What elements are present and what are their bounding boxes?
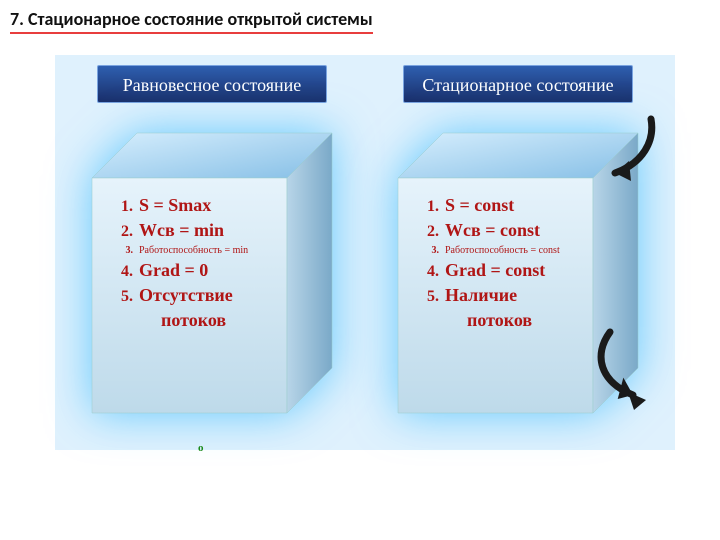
items-right: 1.S = const 2.Wсв = const 3.Работоспособ… [419,195,609,331]
panel-label-right: Стационарное состояние [403,65,633,103]
items-left: 1.S = Smax 2.Wсв = min 3.Работоспособнос… [113,195,303,331]
item-row: 3.Работоспособность = min [113,245,303,256]
item-row: 5.Наличие [419,285,609,306]
arrow-out-icon [578,320,668,410]
diagram-area: Равновесное состояние [55,55,675,450]
item-row: 4.Grad = const [419,260,609,281]
item-row: 2.Wсв = const [419,220,609,241]
flowline-left: потоков [161,310,303,331]
arrow-in-icon [573,111,663,191]
panel-stationary: Стационарное состояние [373,65,663,440]
panel-equilibrium: Равновесное состояние [67,65,357,440]
item-row: 2.Wсв = min [113,220,303,241]
item-row: 1.S = const [419,195,609,216]
item-row: 5.Отсутствие [113,285,303,306]
item-row: 3.Работоспособность = const [419,245,609,256]
stray-glyph: о [198,442,204,454]
item-row: 1.S = Smax [113,195,303,216]
item-row: 4.Grad = 0 [113,260,303,281]
panel-label-left: Равновесное состояние [97,65,327,103]
page-title: 7. Стационарное состояние открытой систе… [10,8,373,34]
